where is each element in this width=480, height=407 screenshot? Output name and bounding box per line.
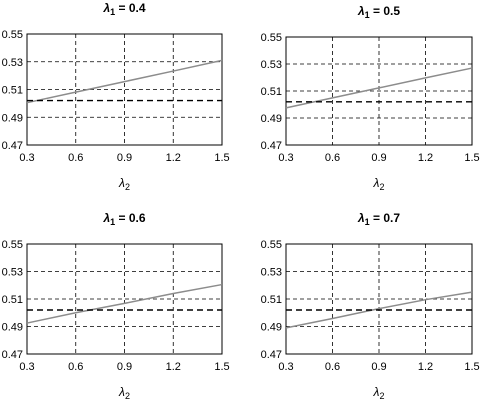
y-tick-label: 0.47 <box>261 140 282 152</box>
y-tick-label: 0.49 <box>261 322 282 334</box>
y-tick-label: 0.55 <box>2 29 23 41</box>
x-tick-label: 0.9 <box>371 361 386 373</box>
y-tick-label: 0.53 <box>2 267 23 279</box>
x-tick-label: 0.9 <box>117 152 132 164</box>
panel-2: 0.47 0.49 0.51 0.53 0.55 0.3 0.6 0.9 1.2 1.5 λ1 = … <box>261 4 480 192</box>
y-tick-label: 0.51 <box>2 294 23 306</box>
series-line <box>26 283 223 324</box>
x-tick-label: 1.2 <box>418 152 433 164</box>
y-tick-label: 0.51 <box>2 85 23 97</box>
y-tick-label: 0.53 <box>261 267 282 279</box>
x-axis-label: λ2 <box>118 385 130 401</box>
x-tick-label: 0.6 <box>68 361 83 373</box>
chart-title: λ1 = 0.5 <box>357 4 400 20</box>
y-tick-label: 0.55 <box>2 239 23 251</box>
x-tick-label: 0.3 <box>278 361 293 373</box>
x-tick-label: 0.9 <box>117 361 132 373</box>
panel-3: 0.47 0.49 0.51 0.53 0.55 0.3 0.6 0.9 1.2 1.5 λ1 = … <box>2 211 230 401</box>
x-tick-label: 0.3 <box>19 361 34 373</box>
x-axis-label: λ2 <box>118 176 130 192</box>
y-tick-label: 0.53 <box>2 57 23 69</box>
x-tick-label: 1.5 <box>214 152 229 164</box>
y-tick-label: 0.55 <box>261 32 282 44</box>
y-tick-label: 0.55 <box>261 239 282 251</box>
x-tick-label: 1.5 <box>464 152 479 164</box>
x-tick-label: 0.3 <box>278 152 293 164</box>
y-tick-label: 0.51 <box>261 86 282 98</box>
x-tick-label: 0.6 <box>68 152 83 164</box>
y-tick-label: 0.49 <box>2 322 23 334</box>
x-tick-label: 1.2 <box>166 361 181 373</box>
y-tick-label: 0.47 <box>2 349 23 361</box>
panel-4: 0.47 0.49 0.51 0.53 0.55 0.3 0.6 0.9 1.2 1.5 λ1 = … <box>261 211 480 401</box>
x-axis-label: λ2 <box>373 176 385 192</box>
x-tick-label: 0.9 <box>371 152 386 164</box>
y-tick-label: 0.53 <box>261 59 282 71</box>
y-tick-label: 0.47 <box>261 349 282 361</box>
x-tick-label: 1.5 <box>464 361 479 373</box>
series-line <box>26 59 223 104</box>
y-tick-label: 0.47 <box>2 140 23 152</box>
series-line <box>285 291 473 329</box>
y-tick-label: 0.49 <box>261 113 282 125</box>
chart-title: λ1 = 0.4 <box>102 1 145 17</box>
x-tick-label: 1.2 <box>166 152 181 164</box>
chart-title: λ1 = 0.6 <box>102 211 145 227</box>
x-tick-label: 0.6 <box>325 361 340 373</box>
x-tick-label: 1.2 <box>418 361 433 373</box>
y-tick-label: 0.49 <box>2 112 23 124</box>
panel-1: 0.47 0.49 0.51 0.53 0.55 0.3 0.6 0.9 1.2 1.5 λ1 = … <box>2 1 230 192</box>
x-tick-label: 0.3 <box>19 152 34 164</box>
chart-title: λ1 = 0.7 <box>357 211 400 227</box>
x-tick-label: 1.5 <box>214 361 229 373</box>
y-tick-label: 0.51 <box>261 294 282 306</box>
x-axis-label: λ2 <box>373 385 385 401</box>
x-tick-label: 0.6 <box>325 152 340 164</box>
